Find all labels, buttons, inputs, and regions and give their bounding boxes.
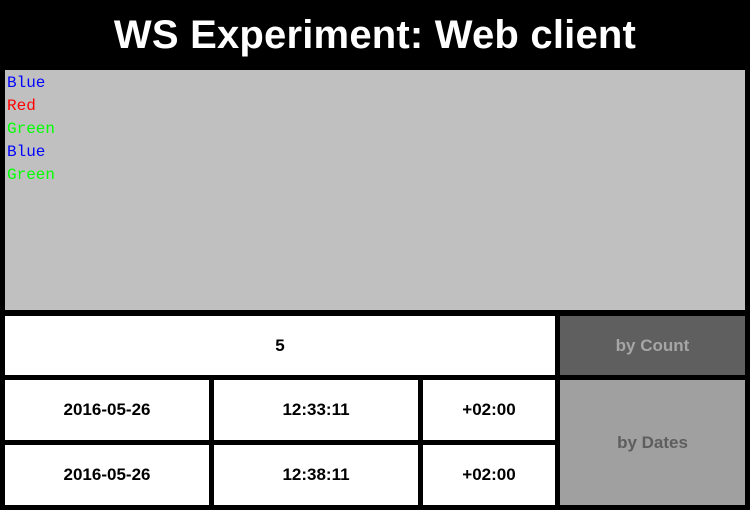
from-timezone-field[interactable]: +02:00 xyxy=(423,380,555,440)
to-timezone-field[interactable]: +02:00 xyxy=(423,445,555,505)
log-line: Blue xyxy=(7,143,46,161)
page-title: WS Experiment: Web client xyxy=(113,12,637,57)
log-line: Green xyxy=(7,166,56,184)
by-count-button[interactable]: by Count xyxy=(560,316,745,375)
from-time-field[interactable]: 12:33:11 xyxy=(214,380,418,440)
log-line: Red xyxy=(7,97,36,115)
log-line: Blue xyxy=(7,74,46,92)
log-line: Green xyxy=(7,120,56,138)
count-field[interactable]: 5 xyxy=(5,316,555,375)
message-log[interactable]: Blue Red Green Blue Green xyxy=(5,70,745,310)
from-date-field[interactable]: 2016-05-26 xyxy=(5,380,209,440)
by-dates-button[interactable]: by Dates xyxy=(560,380,745,505)
to-time-field[interactable]: 12:38:11 xyxy=(214,445,418,505)
to-date-field[interactable]: 2016-05-26 xyxy=(5,445,209,505)
